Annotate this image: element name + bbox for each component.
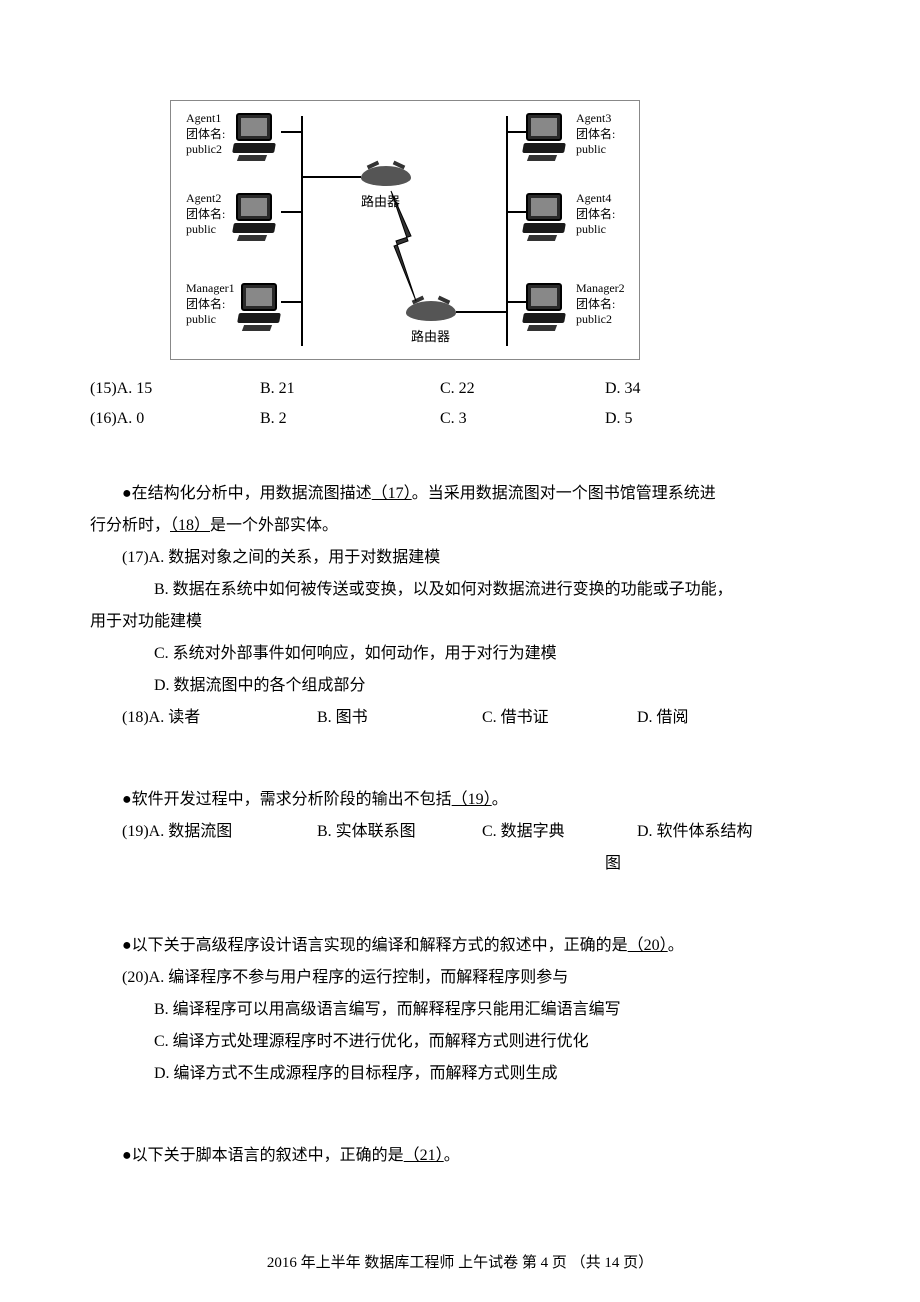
q20-opt-a: (20)A. 编译程序不参与用户程序的运行控制，而解释程序则参与 [90, 962, 830, 994]
q18-options: (18)A. 读者 B. 图书 C. 借书证 D. 借阅 [90, 702, 830, 734]
conn-line [281, 211, 301, 213]
conn-line [281, 131, 301, 133]
q15-opt-a: (15)A. 15 [90, 380, 260, 398]
q20-opt-b: B. 编译程序可以用高级语言编写，而解释程序只能用汇编语言编写 [90, 994, 830, 1026]
agent2-label: Agent2 团体名: public [186, 191, 225, 238]
q19-block: ●软件开发过程中，需求分析阶段的输出不包括（19）。 (19)A. 数据流图 B… [90, 784, 830, 880]
conn-line [301, 176, 361, 178]
agent3-label: Agent3 团体名: public [576, 111, 615, 158]
q17-opt-a: (17)A. 数据对象之间的关系，用于对数据建模 [90, 542, 830, 574]
q16-opt-a: (16)A. 0 [90, 410, 260, 428]
computer-icon [526, 193, 574, 237]
q17-18-block: ●在结构化分析中，用数据流图描述（17）。当采用数据流图对一个图书馆管理系统进 … [90, 478, 830, 734]
q17-opt-b-l2: 用于对功能建模 [90, 606, 830, 638]
q17-18-intro: ●在结构化分析中，用数据流图描述（17）。当采用数据流图对一个图书馆管理系统进 [90, 478, 830, 510]
q16-options: (16)A. 0 B. 2 C. 3 D. 5 [90, 410, 830, 428]
q15-opt-b: B. 21 [260, 380, 440, 398]
q18-opt-c: C. 借书证 [450, 702, 605, 734]
q17-opt-d: D. 数据流图中的各个组成部分 [90, 670, 830, 702]
q15-options: (15)A. 15 B. 21 C. 22 D. 34 [90, 380, 830, 398]
q17-opt-b-l1: B. 数据在系统中如何被传送或变换，以及如何对数据流进行变换的功能或子功能， [90, 574, 830, 606]
router-2-label: 路由器 [411, 326, 450, 345]
right-bus-line [506, 116, 508, 346]
q20-opt-d: D. 编译方式不生成源程序的目标程序，而解释方式则生成 [90, 1058, 830, 1090]
agent4-label: Agent4 团体名: public [576, 191, 615, 238]
manager1-label: Manager1 团体名: public [186, 281, 235, 328]
manager2-label: Manager2 团体名: public2 [576, 281, 625, 328]
q19-opt-a: (19)A. 数据流图 [90, 816, 285, 880]
computer-icon [526, 283, 574, 327]
q19-opt-b: B. 实体联系图 [285, 816, 450, 880]
left-bus-line [301, 116, 303, 346]
agent1-label: Agent1 团体名: public2 [186, 111, 225, 158]
q16-opt-c: C. 3 [440, 410, 605, 428]
q18-opt-a: (18)A. 读者 [90, 702, 285, 734]
page-footer: 2016 年上半年 数据库工程师 上午试卷 第 4 页 （共 14 页） [0, 1251, 920, 1272]
conn-line [506, 301, 526, 303]
q17-opt-c: C. 系统对外部事件如何响应，如何动作，用于对行为建模 [90, 638, 830, 670]
q19-intro: ●软件开发过程中，需求分析阶段的输出不包括（19）。 [90, 784, 830, 816]
q15-opt-d: D. 34 [605, 380, 685, 398]
network-diagram: 路由器 路由器 Agent1 团体名: public2 Agent2 团体名: … [170, 100, 640, 360]
q19-opt-c: C. 数据字典 [450, 816, 605, 880]
computer-icon [236, 113, 284, 157]
q20-block: ●以下关于高级程序设计语言实现的编译和解释方式的叙述中，正确的是（20）。 (2… [90, 930, 830, 1090]
q19-opt-d: D. 软件体系结构图 [605, 816, 755, 880]
conn-line [506, 131, 526, 133]
computer-icon [526, 113, 574, 157]
q18-opt-d: D. 借阅 [605, 702, 755, 734]
q21-block: ●以下关于脚本语言的叙述中，正确的是（21）。 [90, 1140, 830, 1172]
computer-icon [241, 283, 289, 327]
computer-icon [236, 193, 284, 237]
q20-intro: ●以下关于高级程序设计语言实现的编译和解释方式的叙述中，正确的是（20）。 [90, 930, 830, 962]
q18-opt-b: B. 图书 [285, 702, 450, 734]
q17-18-intro-line2: 行分析时，（18）是一个外部实体。 [90, 510, 830, 542]
q16-opt-d: D. 5 [605, 410, 685, 428]
q16-opt-b: B. 2 [260, 410, 440, 428]
conn-line [456, 311, 506, 313]
q19-options: (19)A. 数据流图 B. 实体联系图 C. 数据字典 D. 软件体系结构图 [90, 816, 830, 880]
lightning-icon [376, 186, 436, 306]
conn-line [506, 211, 526, 213]
q20-opt-c: C. 编译方式处理源程序时不进行优化，而解释方式则进行优化 [90, 1026, 830, 1058]
q15-opt-c: C. 22 [440, 380, 605, 398]
q21-intro: ●以下关于脚本语言的叙述中，正确的是（21）。 [90, 1140, 830, 1172]
